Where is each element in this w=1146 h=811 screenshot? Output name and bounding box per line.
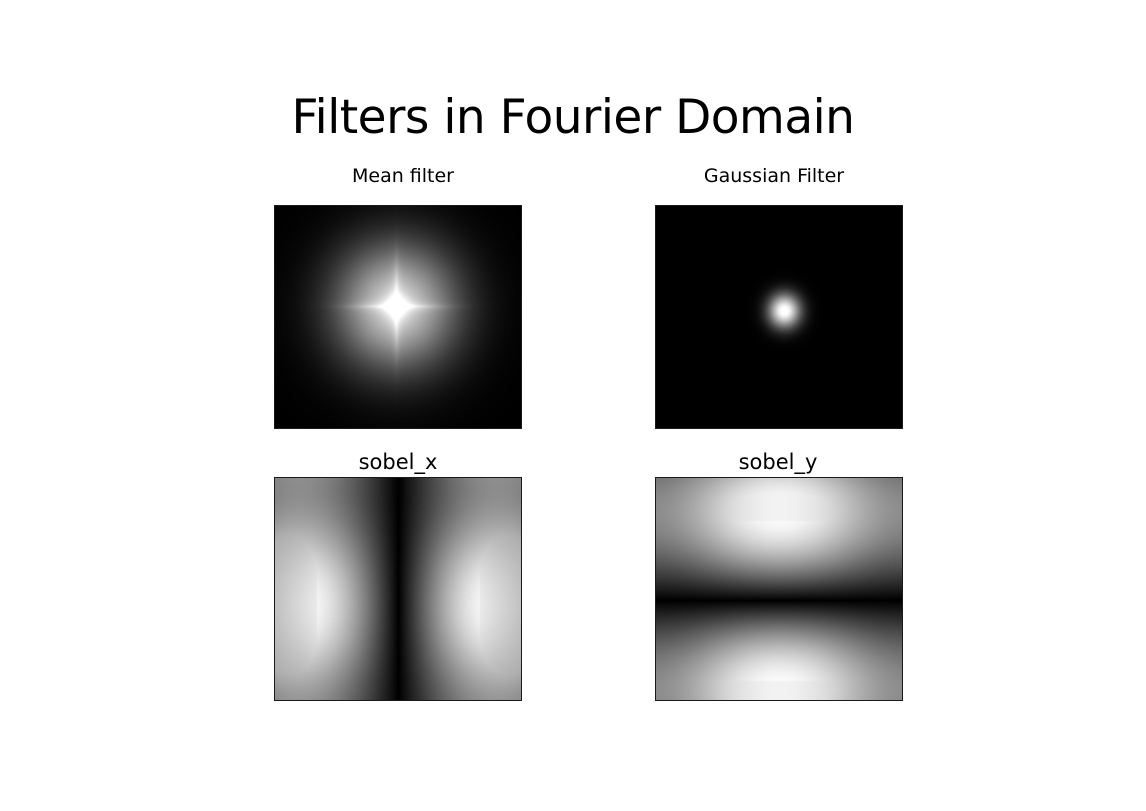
- sobel-x-title: sobel_x: [358, 450, 438, 474]
- slide-title: Filters in Fourier Domain: [291, 90, 855, 145]
- gaussian-filter-spectrum: [656, 206, 902, 428]
- gaussian-filter-title: Gaussian Filter: [703, 165, 845, 187]
- sobel-x-image: [274, 477, 522, 701]
- mean-filter-image: [274, 205, 522, 429]
- gaussian-filter-image: [655, 205, 903, 429]
- sobel-y-image: [655, 477, 903, 701]
- mean-filter-title: Mean filter: [351, 165, 454, 187]
- mean-filter-spectrum: [275, 206, 521, 428]
- sobel-x-spectrum: [275, 478, 521, 700]
- sobel-y-title: sobel_y: [738, 450, 818, 474]
- sobel-y-spectrum: [656, 478, 902, 700]
